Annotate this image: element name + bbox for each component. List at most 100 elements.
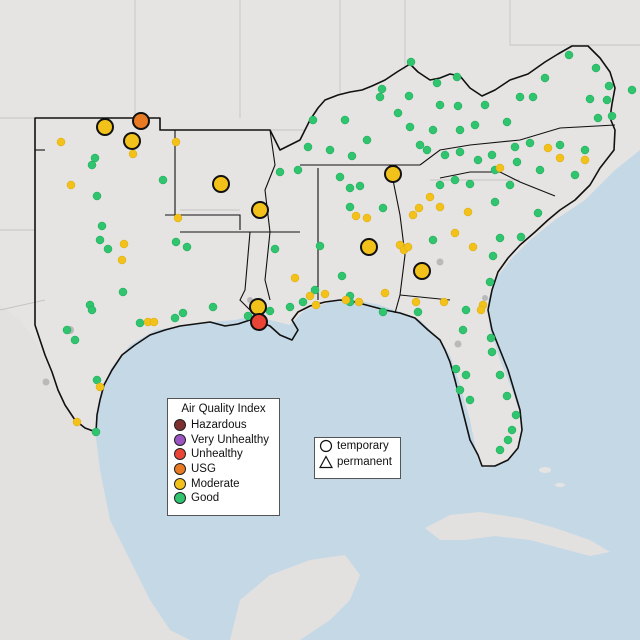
good-monitor[interactable] — [171, 237, 181, 247]
moderate-monitor[interactable] — [495, 163, 505, 173]
good-monitor[interactable] — [455, 385, 465, 395]
good-monitor[interactable] — [470, 120, 480, 130]
good-monitor[interactable] — [461, 370, 471, 380]
moderate-monitor[interactable] — [149, 317, 159, 327]
good-monitor[interactable] — [208, 302, 218, 312]
good-monitor[interactable] — [555, 140, 565, 150]
moderate-monitor[interactable] — [362, 213, 372, 223]
good-monitor[interactable] — [428, 125, 438, 135]
moderate-monitor[interactable] — [351, 211, 361, 221]
good-monitor[interactable] — [135, 318, 145, 328]
good-monitor[interactable] — [415, 140, 425, 150]
good-monitor[interactable] — [533, 208, 543, 218]
good-monitor[interactable] — [178, 308, 188, 318]
good-monitor[interactable] — [593, 113, 603, 123]
good-monitor[interactable] — [393, 108, 403, 118]
moderate-monitor[interactable] — [290, 273, 300, 283]
good-monitor[interactable] — [495, 370, 505, 380]
good-monitor[interactable] — [452, 72, 462, 82]
moderate-monitor[interactable] — [411, 297, 421, 307]
moderate-monitor[interactable] — [439, 297, 449, 307]
good-monitor[interactable] — [378, 307, 388, 317]
moderate-monitor[interactable] — [66, 180, 76, 190]
good-monitor[interactable] — [265, 306, 275, 316]
good-monitor[interactable] — [503, 435, 513, 445]
good-monitor[interactable] — [465, 395, 475, 405]
good-monitor[interactable] — [585, 94, 595, 104]
moderate-monitor[interactable] — [555, 153, 565, 163]
temporary-monitor[interactable] — [384, 165, 402, 183]
moderate-monitor[interactable] — [414, 203, 424, 213]
good-monitor[interactable] — [510, 142, 520, 152]
good-monitor[interactable] — [451, 364, 461, 374]
moderate-monitor[interactable] — [450, 228, 460, 238]
good-monitor[interactable] — [486, 333, 496, 343]
good-monitor[interactable] — [270, 244, 280, 254]
moderate-monitor[interactable] — [341, 295, 351, 305]
moderate-monitor[interactable] — [56, 137, 66, 147]
good-monitor[interactable] — [337, 271, 347, 281]
good-monitor[interactable] — [507, 425, 517, 435]
good-monitor[interactable] — [487, 150, 497, 160]
moderate-monitor[interactable] — [468, 242, 478, 252]
good-monitor[interactable] — [355, 181, 365, 191]
good-monitor[interactable] — [435, 180, 445, 190]
temporary-monitor[interactable] — [212, 175, 230, 193]
good-monitor[interactable] — [488, 251, 498, 261]
temporary-monitor[interactable] — [249, 298, 267, 316]
good-monitor[interactable] — [298, 297, 308, 307]
good-monitor[interactable] — [455, 125, 465, 135]
moderate-monitor[interactable] — [128, 149, 138, 159]
good-monitor[interactable] — [516, 232, 526, 242]
good-monitor[interactable] — [377, 84, 387, 94]
good-monitor[interactable] — [293, 165, 303, 175]
good-monitor[interactable] — [91, 427, 101, 437]
moderate-monitor[interactable] — [580, 155, 590, 165]
moderate-monitor[interactable] — [72, 417, 82, 427]
good-monitor[interactable] — [275, 167, 285, 177]
good-monitor[interactable] — [607, 111, 617, 121]
temporary-monitor[interactable] — [250, 313, 268, 331]
good-monitor[interactable] — [70, 335, 80, 345]
good-monitor[interactable] — [528, 92, 538, 102]
moderate-monitor[interactable] — [380, 288, 390, 298]
good-monitor[interactable] — [570, 170, 580, 180]
good-monitor[interactable] — [97, 221, 107, 231]
good-monitor[interactable] — [495, 233, 505, 243]
temporary-monitor[interactable] — [132, 112, 150, 130]
good-monitor[interactable] — [495, 445, 505, 455]
good-monitor[interactable] — [461, 305, 471, 315]
good-monitor[interactable] — [465, 179, 475, 189]
temporary-monitor[interactable] — [96, 118, 114, 136]
good-monitor[interactable] — [158, 175, 168, 185]
good-monitor[interactable] — [308, 115, 318, 125]
good-monitor[interactable] — [285, 302, 295, 312]
good-monitor[interactable] — [480, 100, 490, 110]
good-monitor[interactable] — [315, 241, 325, 251]
moderate-monitor[interactable] — [476, 305, 486, 315]
good-monitor[interactable] — [502, 391, 512, 401]
moderate-monitor[interactable] — [463, 207, 473, 217]
moderate-monitor[interactable] — [435, 202, 445, 212]
good-monitor[interactable] — [564, 50, 574, 60]
good-monitor[interactable] — [450, 175, 460, 185]
good-monitor[interactable] — [340, 115, 350, 125]
good-monitor[interactable] — [591, 63, 601, 73]
moderate-monitor[interactable] — [354, 297, 364, 307]
good-monitor[interactable] — [87, 160, 97, 170]
good-monitor[interactable] — [627, 85, 637, 95]
good-monitor[interactable] — [490, 197, 500, 207]
good-monitor[interactable] — [92, 191, 102, 201]
moderate-monitor[interactable] — [117, 255, 127, 265]
moderate-monitor[interactable] — [119, 239, 129, 249]
temporary-monitor[interactable] — [360, 238, 378, 256]
temporary-monitor[interactable] — [123, 132, 141, 150]
moderate-monitor[interactable] — [173, 213, 183, 223]
good-monitor[interactable] — [405, 122, 415, 132]
moderate-monitor[interactable] — [320, 289, 330, 299]
good-monitor[interactable] — [604, 81, 614, 91]
moderate-monitor[interactable] — [543, 143, 553, 153]
good-monitor[interactable] — [103, 244, 113, 254]
good-monitor[interactable] — [515, 92, 525, 102]
good-monitor[interactable] — [406, 57, 416, 67]
